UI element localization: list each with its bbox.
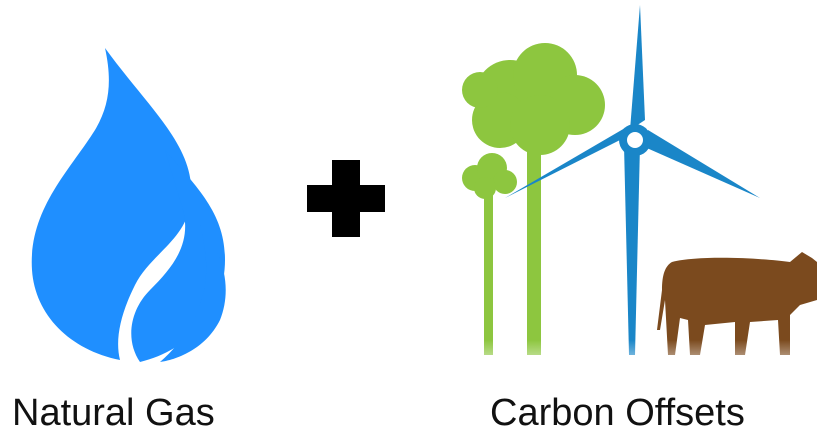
left-label: Natural Gas — [12, 392, 215, 434]
illustration: Natural Gas Carbon Offsets — [0, 0, 817, 435]
flame-icon — [32, 48, 226, 362]
right-label: Carbon Offsets — [490, 392, 745, 434]
plus-sign — [307, 160, 385, 237]
trees-icon — [462, 43, 605, 355]
ground-fade — [440, 340, 817, 380]
page: Natural Gas Carbon Offsets (() => { cons… — [0, 0, 817, 435]
cow-icon — [657, 252, 817, 355]
